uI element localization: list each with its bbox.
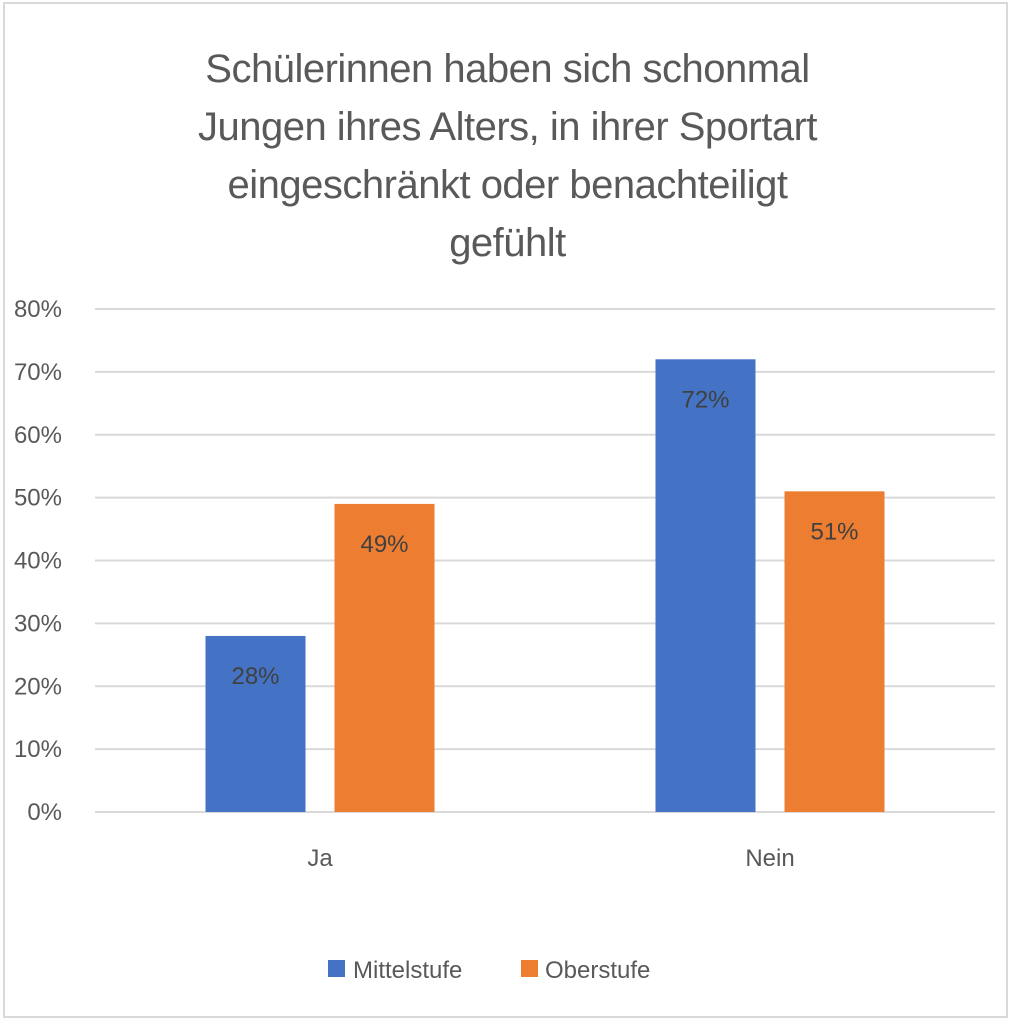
legend-swatch — [328, 960, 345, 977]
y-tick-label: 50% — [14, 485, 62, 512]
y-tick-label: 20% — [14, 673, 62, 700]
data-label: 49% — [360, 531, 408, 558]
legend: Mittelstufe Oberstufe — [328, 957, 650, 984]
x-category-label: Nein — [745, 845, 794, 872]
data-labels: 28% 49% 72% 51% — [231, 386, 858, 690]
data-label: 72% — [681, 386, 729, 413]
bar-oberstufe-nein — [784, 491, 885, 812]
y-tick-label: 40% — [14, 548, 62, 575]
legend-item-mittelstufe: Mittelstufe — [328, 957, 462, 984]
chart-title-line-2: Jungen ihres Alters, in ihrer Sportart — [197, 105, 818, 149]
data-label: 51% — [810, 518, 858, 545]
y-tick-label: 60% — [14, 422, 62, 449]
y-tick-label: 10% — [14, 736, 62, 763]
legend-label: Oberstufe — [545, 957, 650, 984]
y-tick-label: 80% — [14, 296, 62, 323]
legend-label: Mittelstufe — [353, 957, 462, 984]
y-tick-label: 0% — [27, 799, 62, 826]
data-label: 28% — [231, 663, 279, 690]
bar-oberstufe-ja — [334, 503, 435, 812]
x-axis-categories: Ja Nein — [307, 845, 794, 872]
x-category-label: Ja — [307, 845, 333, 872]
bar-mittelstufe-nein — [655, 359, 756, 812]
chart-title-line-1: Schülerinnen haben sich schonmal — [205, 47, 810, 91]
bars — [205, 359, 885, 812]
chart-title: Schülerinnen haben sich schonmal Jungen … — [0, 40, 1015, 272]
chart-title-line-3: eingeschränkt oder benachteiligt — [227, 163, 788, 207]
legend-item-oberstufe: Oberstufe — [521, 957, 650, 984]
y-tick-label: 70% — [14, 359, 62, 386]
bar-mittelstufe-ja — [205, 635, 306, 812]
legend-swatch — [521, 960, 538, 977]
chart-title-line-4: gefühlt — [449, 221, 566, 265]
y-tick-label: 30% — [14, 610, 62, 637]
y-axis-ticks: 0% 10% 20% 30% 40% 50% 60% 70% 80% — [14, 296, 62, 826]
